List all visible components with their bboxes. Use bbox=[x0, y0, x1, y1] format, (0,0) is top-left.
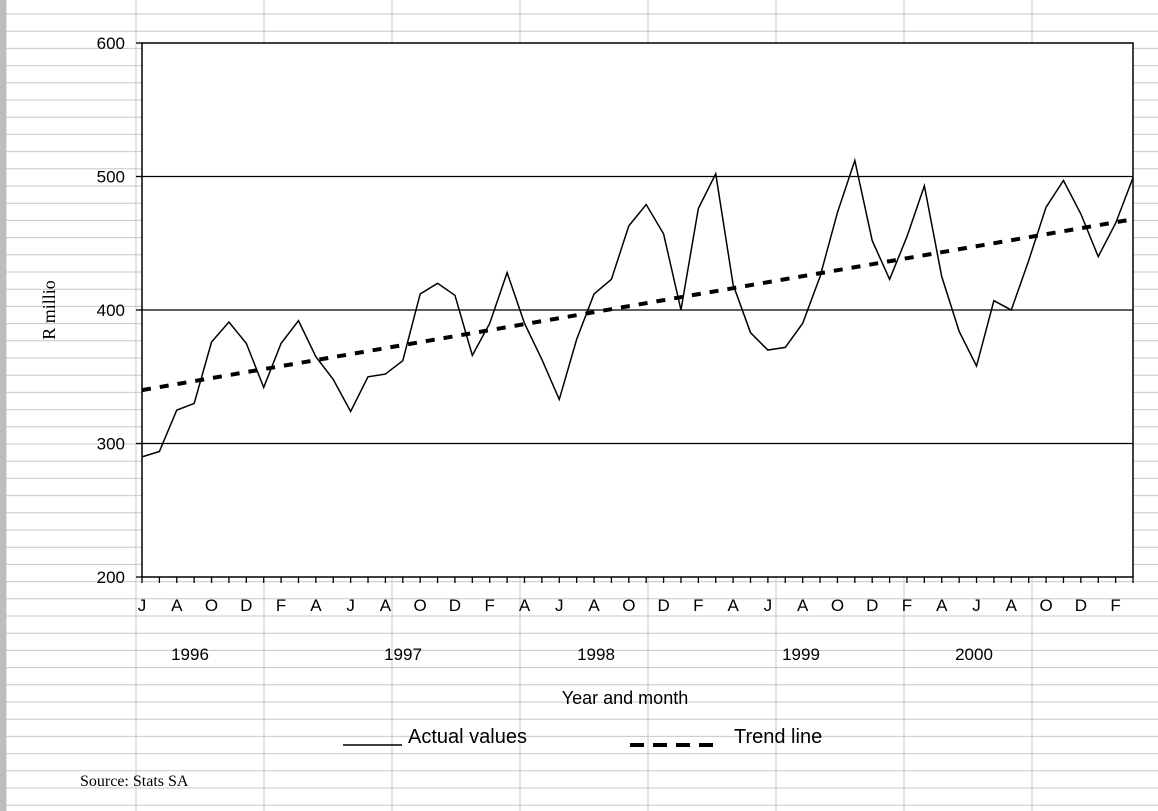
x-tick-label: O bbox=[414, 596, 427, 615]
x-tick-label: F bbox=[485, 596, 495, 615]
x-tick-label: F bbox=[276, 596, 286, 615]
y-tick-label: 300 bbox=[97, 435, 125, 454]
y-axis-label: R millio bbox=[39, 280, 59, 340]
y-tick-label: 200 bbox=[97, 568, 125, 587]
y-tick-label: 600 bbox=[97, 34, 125, 53]
x-tick-label: O bbox=[831, 596, 844, 615]
x-tick-label: D bbox=[1075, 596, 1087, 615]
x-tick-label: J bbox=[555, 596, 564, 615]
x-tick-label: F bbox=[693, 596, 703, 615]
x-tick-label: O bbox=[1039, 596, 1052, 615]
x-tick-label: A bbox=[797, 596, 809, 615]
x-tick-label: F bbox=[1110, 596, 1120, 615]
series-trend-line bbox=[141, 217, 1134, 393]
legend: Actual values Trend line bbox=[343, 726, 822, 748]
source-note: Source: Stats SA bbox=[80, 773, 189, 790]
x-tick-label: J bbox=[346, 596, 355, 615]
year-label: 1999 bbox=[782, 645, 820, 664]
x-tick-label: F bbox=[902, 596, 912, 615]
x-tick-label: J bbox=[764, 596, 773, 615]
x-tick-label: D bbox=[449, 596, 461, 615]
x-tick-label: A bbox=[727, 596, 739, 615]
x-tick-label: A bbox=[1006, 596, 1018, 615]
legend-label-trend: Trend line bbox=[734, 726, 822, 748]
sheet-left-border bbox=[0, 0, 6, 811]
x-tick-label: O bbox=[622, 596, 635, 615]
x-tick-label: A bbox=[519, 596, 531, 615]
year-label: 1997 bbox=[384, 645, 422, 664]
year-label: 1998 bbox=[577, 645, 615, 664]
x-axis-label: Year and month bbox=[562, 688, 688, 708]
plot-area-frame bbox=[141, 42, 1134, 578]
legend-label-actual: Actual values bbox=[408, 726, 527, 748]
series-actual-values bbox=[141, 157, 1134, 458]
x-tick-label: J bbox=[972, 596, 981, 615]
x-tick-label: A bbox=[380, 596, 392, 615]
x-tick-label: D bbox=[866, 596, 878, 615]
x-tick-label: O bbox=[205, 596, 218, 615]
y-tick-label: 400 bbox=[97, 301, 125, 320]
x-tick-label: A bbox=[310, 596, 322, 615]
x-tick-label: J bbox=[138, 596, 147, 615]
x-tick-label: A bbox=[171, 596, 183, 615]
year-label: 1996 bbox=[171, 645, 209, 664]
year-label: 2000 bbox=[955, 645, 993, 664]
x-tick-label: D bbox=[657, 596, 669, 615]
x-tick-label: A bbox=[936, 596, 948, 615]
x-tick-label: A bbox=[588, 596, 600, 615]
x-tick-label: D bbox=[240, 596, 252, 615]
y-tick-label: 500 bbox=[97, 168, 125, 187]
